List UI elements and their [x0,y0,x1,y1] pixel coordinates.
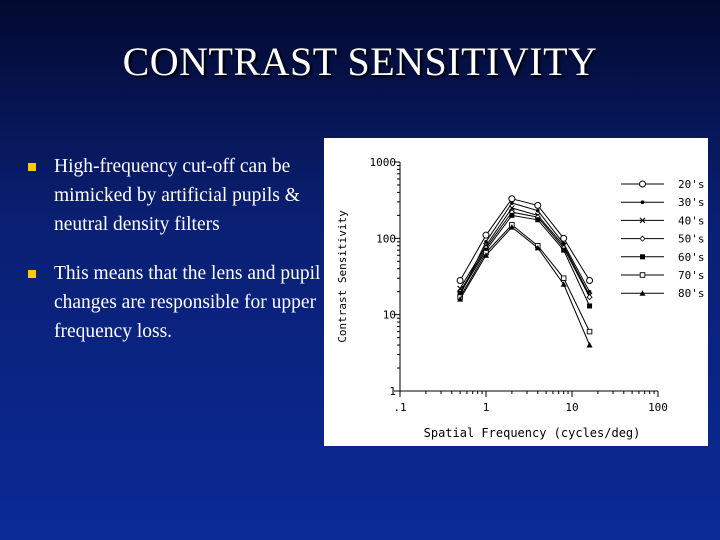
data-point [560,275,567,281]
data-point [456,277,464,285]
data-point [457,290,463,296]
legend-label: 40's [678,214,705,227]
series-line [459,214,591,307]
y-tick-label: 1 [389,385,396,398]
data-point [509,205,515,211]
data-point [560,234,568,242]
data-point [484,240,488,244]
legend-marker [640,200,645,204]
data-point [586,294,593,301]
series-line [459,207,591,296]
x-tick-label: 1 [483,401,490,414]
bullet-item: High-frequency cut-off can be mimicked b… [24,152,324,239]
series-line [459,211,591,298]
data-point [534,201,542,209]
legend-marker [640,254,645,260]
legend-marker [639,272,646,278]
data-point [508,195,516,203]
contrast-sensitivity-chart: .1 1 10 100 1 10 100 1000 Spatial Frequency (cyc… [324,138,708,446]
data-point [535,208,540,213]
x-tick-label: 100 [648,401,668,414]
data-point [535,217,541,223]
bullet-item: This means that the lens and pupil chang… [24,259,324,346]
legend-marker [639,217,646,224]
series-line [459,226,591,346]
square-bullet-icon [28,270,36,278]
legend-marker [639,290,646,296]
series-line [459,202,591,296]
bullet-text: High-frequency cut-off can be mimicked b… [54,156,300,235]
bullet-list: High-frequency cut-off can be mimicked b… [24,152,324,366]
x-tick-label: 10 [565,401,578,414]
series-line [459,198,591,281]
y-axis-title: Contrast Sensitivity [336,210,349,343]
legend-label: 50's [678,233,705,246]
data-point [561,247,567,253]
data-point [534,244,541,251]
y-tick-label: 1000 [370,156,397,169]
chart-canvas: .1 1 10 100 1 10 100 1000 Spatial Frequency (cyc… [336,156,705,440]
x-axis-title: Spatial Frequency (cycles/deg) [424,426,641,440]
data-point [483,252,489,258]
y-tick-label: 10 [383,309,396,322]
legend-marker [639,235,646,242]
data-point [509,212,515,218]
data-point [586,328,593,335]
legend-label: 20's [678,178,705,191]
slide-title: CONTRAST SENSITIVITY [122,39,598,84]
legend-marker [639,180,646,188]
data-point [482,231,490,239]
legend-label: 30's [678,196,705,209]
legend-label: 60's [678,251,705,264]
data-point [560,281,567,287]
data-point [457,296,464,302]
series-line [459,224,591,332]
legend-label: 70's [678,269,705,282]
data-point [510,201,514,205]
data-point [586,277,594,285]
data-point [508,224,515,230]
legend-label: 80's [678,287,705,300]
data-point [587,303,593,309]
data-point [586,342,593,348]
square-bullet-icon [28,163,36,171]
y-tick-label: 100 [376,232,396,245]
bullet-text: This means that the lens and pupil chang… [54,263,321,342]
x-tick-label: .1 [393,401,406,414]
